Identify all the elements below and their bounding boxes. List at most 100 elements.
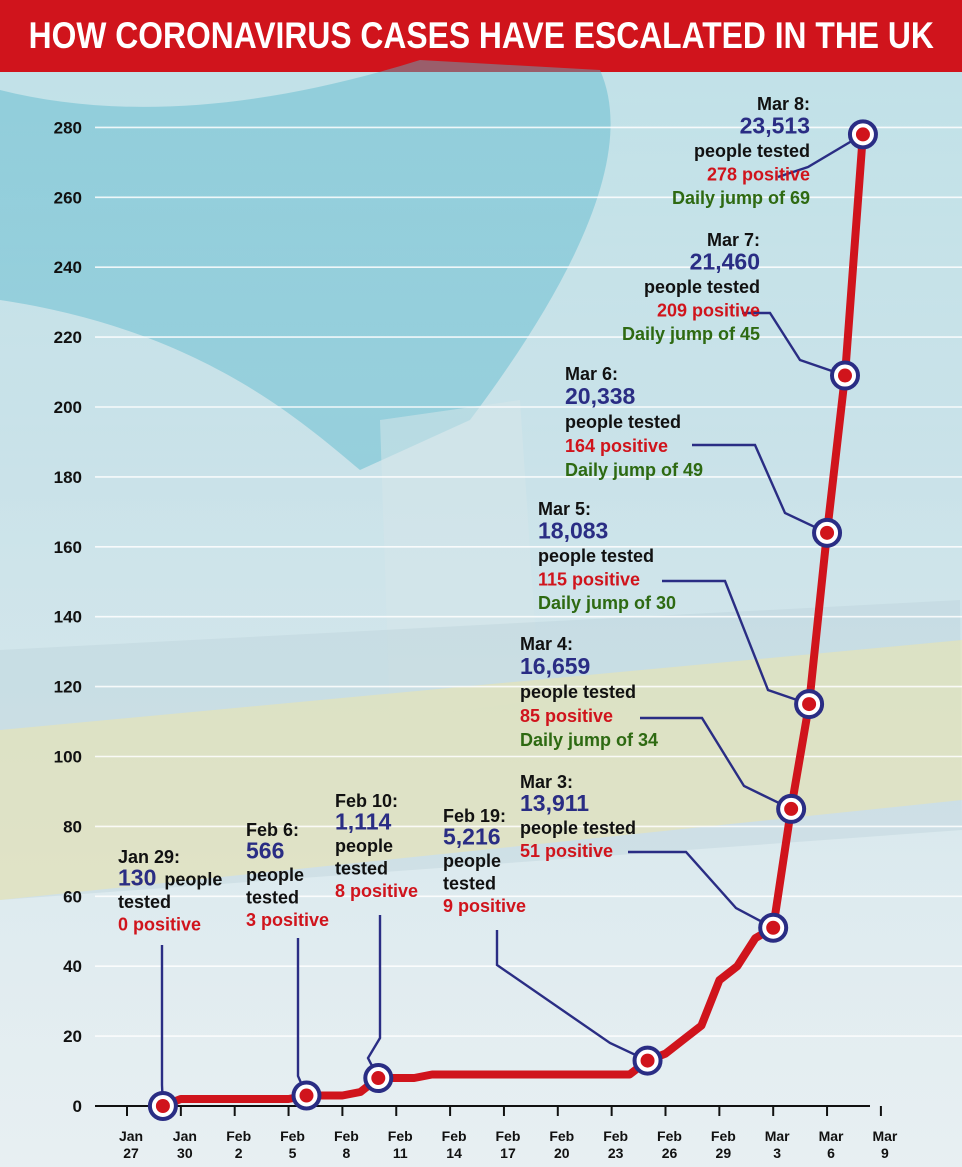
annotation-date: Mar 5:: [538, 499, 591, 519]
y-tick-label: 100: [54, 748, 82, 767]
annotation-date: Mar 7:: [707, 230, 760, 250]
annotation-daily-jump: Daily jump of 49: [565, 460, 703, 480]
annotation-positive: 209 positive: [657, 301, 760, 321]
x-tick-label-month: Feb: [226, 1128, 251, 1144]
annotation-daily-jump: Daily jump of 45: [622, 324, 760, 344]
point-marker-dot: [855, 127, 870, 142]
annotation-positive: 85 positive: [520, 706, 613, 726]
annotation-mar4: Mar 4:16,659 people tested 85 positive Dail…: [520, 634, 658, 750]
x-tick-label-day: 6: [827, 1145, 835, 1161]
annotation-date: Mar 4:: [520, 634, 573, 654]
point-markers: [147, 119, 878, 1121]
annotation-tested-count: 16,659: [520, 653, 590, 679]
annotation-date: Feb 6:: [246, 820, 299, 840]
annotation-positive: 8 positive: [335, 881, 418, 901]
y-tick-label: 280: [54, 118, 82, 137]
point-marker-dot: [371, 1071, 386, 1086]
annotation-date: Mar 6:: [565, 364, 618, 384]
y-tick-label: 40: [63, 957, 82, 976]
gridlines: [95, 126, 962, 1037]
chart-title: HOW CORONAVIRUS CASES HAVE ESCALATED IN …: [28, 15, 934, 56]
point-marker-dot: [838, 368, 852, 383]
x-tick-label-month: Mar: [872, 1128, 897, 1144]
x-tick-label-day: 14: [446, 1145, 462, 1161]
annotation-tested-word: tested: [443, 874, 496, 894]
point-marker-dot: [766, 920, 781, 935]
series-line-path: [158, 130, 867, 1110]
annotation-date: Feb 19:: [443, 806, 506, 826]
y-tick-label: 120: [54, 678, 82, 697]
y-tick-label: 20: [63, 1027, 82, 1046]
point-marker-dot: [640, 1053, 655, 1068]
annotation-people: people: [335, 836, 393, 856]
annotation-leader: [777, 133, 864, 179]
x-tick-label-day: 27: [123, 1145, 139, 1161]
x-tick-label-day: 9: [881, 1145, 889, 1161]
x-tick-label-month: Feb: [549, 1128, 574, 1144]
annotation-tested-count: 566: [246, 838, 284, 864]
y-tick-label: 80: [63, 817, 82, 836]
annotation-people-tested: people tested: [520, 682, 636, 702]
annotation-people-tested: people tested: [565, 412, 681, 432]
x-tick-label-month: Feb: [280, 1128, 305, 1144]
annotation-leader: [628, 850, 774, 929]
x-tick-label-day: 5: [289, 1145, 297, 1161]
annotation-positive: 164 positive: [565, 436, 668, 456]
x-tick-label-month: Jan: [173, 1128, 197, 1144]
annotation-tested-count: 23,513: [740, 113, 810, 139]
y-tick-label: 180: [54, 468, 82, 487]
annotation-daily-jump: Daily jump of 30: [538, 593, 676, 613]
annotation-mar6: Mar 6:20,338 people tested 164 positive Dai…: [565, 364, 703, 480]
point-marker-dot: [155, 1099, 170, 1113]
annotation-leader: [692, 443, 828, 534]
annotation-date: Jan 29:: [118, 847, 180, 867]
x-tick-label-month: Mar: [765, 1128, 790, 1144]
annotation-positive: 115 positive: [538, 570, 640, 590]
annotation-tested-count: 21,460: [690, 249, 760, 275]
y-tick-label: 0: [73, 1097, 82, 1116]
x-tick-label-day: 8: [343, 1145, 351, 1161]
x-tick-label-month: Feb: [496, 1128, 521, 1144]
annotation-people-tested: people tested: [694, 141, 810, 161]
annotation-date: Mar 3:: [520, 772, 573, 792]
x-tick-label-month: Jan: [119, 1128, 143, 1144]
y-axis: 0 20 40 60 80 100 120 140 160 180 200 220 240 260 280: [54, 118, 82, 1116]
annotation-people-tested: people tested: [644, 277, 760, 297]
annotation-date: Mar 8:: [757, 94, 810, 114]
annotation-people-tested: people tested: [520, 818, 636, 838]
x-tick-label-month: Feb: [603, 1128, 628, 1144]
y-tick-label: 140: [54, 608, 82, 627]
series-line: [158, 130, 867, 1110]
y-tick-label: 260: [54, 188, 82, 207]
annotation-positive: 278 positive: [707, 165, 810, 185]
annotation-positive: 9 positive: [443, 896, 526, 916]
annotation-tested-count: 1,114: [335, 809, 391, 835]
x-tick-label-day: 17: [500, 1145, 516, 1161]
annotation-tested-count: 130: [118, 865, 156, 891]
x-tick-label-day: 11: [393, 1145, 408, 1161]
annotation-leader: [662, 579, 810, 706]
annotation-tested-word: tested: [335, 859, 388, 879]
annotation-people: people: [443, 851, 501, 871]
x-tick-label-day: 23: [608, 1145, 624, 1161]
x-tick-label-day: 2: [235, 1145, 243, 1161]
annotation-leader: [160, 945, 165, 1107]
x-tick-label-month: Feb: [388, 1128, 413, 1144]
x-tick-label-day: 30: [177, 1145, 193, 1161]
y-tick-label: 200: [54, 398, 82, 417]
annotation-tested-count: 18,083: [538, 518, 608, 544]
annotation-tested-count: 5,216: [443, 824, 501, 850]
y-tick-label: 240: [54, 258, 82, 277]
point-marker-dot: [299, 1088, 314, 1103]
annotation-leader: [742, 311, 846, 377]
y-tick-label: 160: [54, 538, 82, 557]
annotation-leader: [640, 716, 792, 811]
x-tick-label-day: 29: [716, 1145, 732, 1161]
